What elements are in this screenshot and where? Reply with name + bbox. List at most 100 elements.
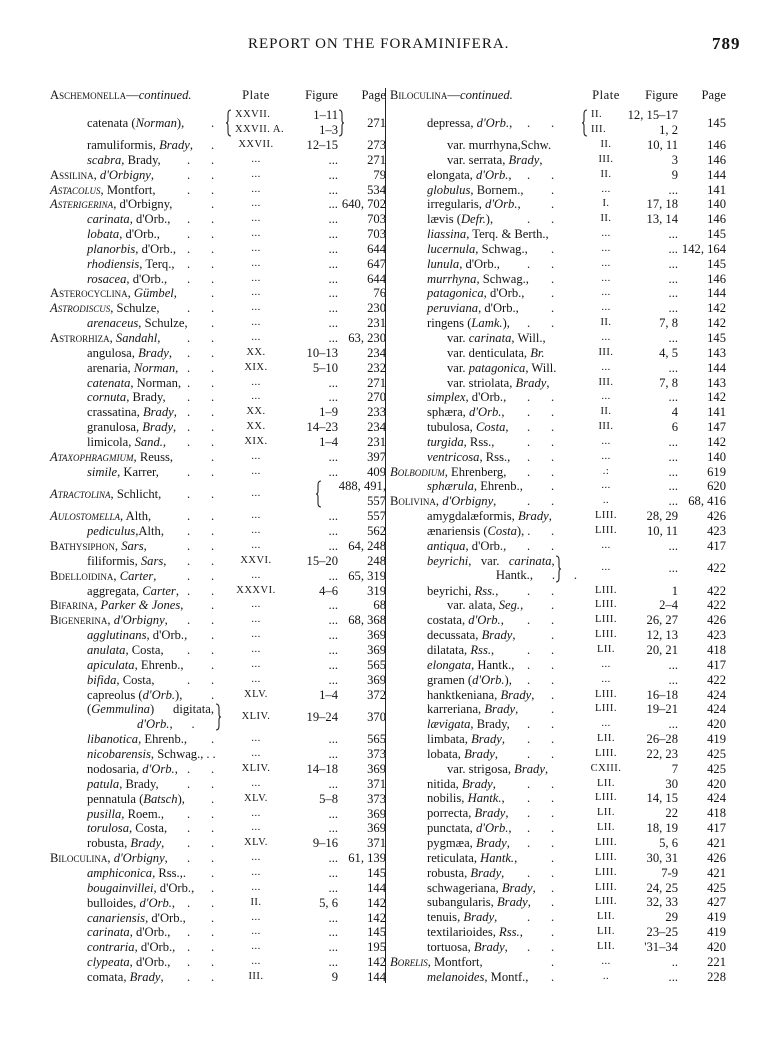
page-reference: 703 (367, 227, 386, 242)
name-segment: Brady (474, 806, 506, 821)
leader-dot: . (527, 464, 531, 479)
page-reference: 620 (707, 479, 726, 494)
figure-number: ... (328, 776, 338, 791)
species-entry: tubulosa, Costa,.. III. 6 147 (385, 420, 730, 435)
page-reference: 647 (367, 256, 386, 271)
taxon-name: nodosaria, d'Orb., (87, 762, 178, 777)
plate-number: ... (601, 450, 611, 462)
page-reference: 534 (367, 182, 386, 197)
plate-number: ... (251, 317, 261, 329)
name-segment: Parker & Jones (100, 598, 181, 613)
leader-dot: . (187, 227, 191, 242)
name-segment: ), (516, 523, 525, 538)
page-reference: 141 (707, 182, 726, 197)
name-segment: d'Orbigny (113, 613, 165, 628)
taxon-name: melanoides, Montf., (427, 970, 528, 985)
name-segment: ), (176, 115, 185, 130)
leader-dot: . (187, 613, 191, 628)
plate-number: ... (251, 198, 261, 210)
taxon-name-line: (Gemmulina) digitata, (87, 702, 214, 717)
leader-dot: . (211, 486, 215, 501)
name-segment: , (506, 835, 510, 850)
continued-heading: Aschemonella—continued. (50, 88, 192, 103)
name-segment: , Hantk., (471, 657, 515, 672)
plate-number: III. (598, 153, 614, 165)
name-segment: , (435, 494, 443, 509)
genus-entry: Ataxophragmium, Reuss,....... 397 (45, 450, 390, 465)
taxon-name: angulosa, Brady, (87, 346, 172, 361)
name-segment: , (150, 167, 155, 182)
page-reference: 68 (373, 598, 386, 613)
figure-number: ... (328, 613, 338, 628)
genus-entry: Borelis, Montfort,...... 221 (385, 955, 730, 970)
figure-number: ... (668, 241, 678, 256)
figure-number: 28, 29 (646, 509, 678, 524)
plate-number: ... (251, 391, 261, 403)
page-reference: 230 (367, 301, 386, 316)
name-segment: , (527, 895, 531, 910)
figure-number: ... (328, 182, 338, 197)
leader-dot: . (551, 910, 555, 925)
continued-heading: Biloculina—continued. (390, 88, 513, 103)
name-segment: pygmæa, (427, 835, 476, 850)
figure-number: 7, 8 (659, 375, 678, 390)
name-segment: Brady (517, 509, 549, 524)
leader-dot: . (211, 880, 215, 895)
name-segment: Bathysiphon (50, 539, 115, 554)
name-segment: , Will., (511, 330, 546, 345)
name-segment: Asterigerina (50, 197, 114, 212)
figure-number: ... (668, 672, 678, 687)
taxon-name: Bifarina, Parker & Jones, (50, 598, 183, 613)
leader-dot: . (187, 420, 191, 435)
plate-number: XLV. (244, 837, 268, 849)
name-segment: , (492, 776, 496, 791)
genus-entry: Asterocyclina, Gümbel,....... 76 (45, 286, 390, 301)
name-segment: , (157, 330, 161, 345)
leader-dot: . (187, 301, 191, 316)
plate-number: ... (251, 183, 261, 195)
page-reference: 422 (707, 561, 726, 576)
name-segment: ramuliformis, (87, 138, 160, 152)
leader-dot: . (551, 523, 555, 538)
taxon-name: tortuosa, Brady, (427, 940, 508, 955)
name-segment: , Brady, (119, 776, 159, 791)
plate-number: ... (251, 376, 261, 388)
name-segment: Brady (471, 732, 502, 747)
name-segment: , Schwag., (475, 241, 528, 256)
name-segment: d'Orb. (142, 687, 176, 702)
name-segment: , (494, 746, 499, 761)
figure-number: 1–11 1–3 (313, 108, 338, 138)
taxon-name: Astacolus, Montfort, (50, 183, 155, 198)
species-entry: simile, Karrer,........ 409 (45, 465, 390, 480)
plate-number: ... (601, 658, 611, 670)
leader-dot: . (206, 747, 210, 762)
figure-number: 12, 15–17 1, 2 (628, 108, 678, 138)
leader-dot: . (527, 449, 531, 464)
figure-number: ... (668, 657, 678, 672)
leader-dot: . (551, 865, 555, 880)
figure-number: 7, 8 (659, 316, 678, 331)
name-segment: bougainvillei (87, 880, 154, 895)
figure-number: ... (328, 375, 338, 390)
name-segment: ), (504, 672, 512, 687)
page-reference: 142, 164 (681, 241, 726, 256)
taxon-name: liassina, Terq. & Berth., (427, 227, 549, 242)
name-segment: , (531, 687, 535, 702)
name-segment: , Schulze, (138, 316, 188, 331)
figure-number: ... (328, 271, 338, 286)
taxon-name: ænariensis (Costa), (427, 524, 524, 539)
name-segment: peruviana (427, 301, 479, 316)
page-reference: 221 (707, 954, 726, 969)
figure-number: 5, 6 (319, 895, 338, 910)
page-reference: 425 (707, 880, 726, 895)
taxon-name: nicobarensis, Schwag., (87, 747, 203, 762)
name-segment: Brady (500, 687, 532, 702)
species-entry: murrhyna, Schwag.,....... 146 (385, 272, 730, 287)
name-segment: Brady (475, 835, 507, 850)
plate-number: ... (251, 941, 261, 953)
leader-dot: . (551, 732, 555, 747)
page-reference: 369 (367, 821, 386, 836)
taxon-name: elongata, Hantk., (427, 658, 514, 673)
taxon-name: carinata, d'Orb., (87, 925, 170, 940)
leader-dot: . (551, 479, 555, 494)
